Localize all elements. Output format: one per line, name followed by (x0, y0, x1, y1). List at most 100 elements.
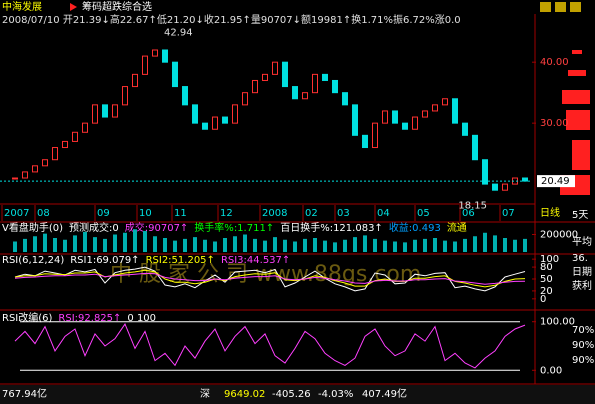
y-tick-label: 50 (540, 274, 553, 285)
volume-bar (483, 232, 487, 252)
volume-bar (243, 234, 247, 252)
candle (492, 183, 498, 191)
x-tick-label: 04 (377, 208, 390, 219)
x-tick-label: 03 (337, 208, 350, 219)
x-tick-label: 10 (139, 208, 152, 219)
candle (482, 159, 488, 185)
legend-entry: RSI3:44.537↑ (221, 255, 290, 266)
legend-entry: 收益:0.493 (389, 221, 441, 234)
candle (122, 86, 128, 106)
volume-bar (103, 238, 107, 252)
icon[interactable] (555, 2, 566, 12)
chip-bar (566, 110, 590, 130)
volume-bar (263, 240, 267, 252)
volume-bar (83, 231, 87, 252)
candle (102, 104, 108, 118)
y-tick-label: 20 (540, 286, 553, 297)
volume-bar (423, 238, 427, 252)
selector: 筹码超跌综合选 (82, 0, 152, 13)
candle (192, 104, 198, 124)
volume-bar (203, 239, 207, 252)
candle (292, 86, 298, 100)
series-line (14, 323, 526, 369)
candle (412, 116, 418, 130)
candle (32, 165, 38, 173)
side-info: 90% (572, 340, 594, 351)
x-tick-label: 11 (174, 208, 187, 219)
price-annotation: 18.15 (458, 200, 487, 211)
candle (502, 183, 508, 191)
volume-bar (303, 238, 307, 252)
volume-bar (23, 238, 27, 252)
x-tick-label: 02 (305, 208, 318, 219)
candle (132, 73, 138, 88)
volume-bar (93, 237, 97, 252)
price-annotation: 42.94 (164, 27, 193, 38)
side-info: 90% (572, 355, 594, 366)
y-tick-label: 200000 (540, 230, 578, 241)
x-tick-label: 06 (462, 208, 475, 219)
series-line (14, 272, 526, 285)
candle (212, 116, 218, 130)
chip-bar (562, 90, 590, 104)
candle (382, 110, 388, 124)
candle (12, 177, 18, 180)
volume-bar (293, 241, 297, 252)
legend-entry: RSI1:69.079↑ (70, 255, 139, 266)
candle (422, 110, 428, 118)
y-tick-label: 0.00 (540, 365, 562, 376)
status-change: -405.26 (272, 389, 311, 400)
icon[interactable] (540, 2, 551, 12)
volume-bar (403, 242, 407, 252)
y-tick-label: 30.00 (540, 118, 569, 129)
volume-bar (163, 238, 167, 252)
candle (472, 134, 478, 161)
volume-bar (413, 239, 417, 252)
volume-bar (333, 242, 337, 252)
volume-bar (53, 238, 57, 252)
legend-entry: 流通 (447, 221, 467, 234)
legend-entry: 换手率%:1.711↑ (194, 221, 274, 234)
y-tick-label: 100.00 (540, 317, 575, 328)
x-tick-label: 08 (37, 208, 50, 219)
candle (242, 92, 248, 106)
x-tick-label: 12 (220, 208, 233, 219)
status-amount: 407.49亿 (362, 387, 407, 400)
volume-bar (473, 236, 477, 252)
candle (342, 92, 348, 106)
side-info: 平均 (572, 236, 592, 248)
x-tick-label: 05 (417, 208, 430, 219)
candle (322, 73, 328, 81)
side-info: 获利 (572, 280, 592, 292)
volume-bar (353, 237, 357, 252)
panel-title: RSI改编(6) (2, 311, 53, 324)
volume-bar (513, 239, 517, 252)
candle (272, 61, 278, 75)
volume-bar (453, 241, 457, 252)
candle (152, 49, 158, 57)
candle (162, 49, 168, 63)
stock-name: 中海发展 (2, 0, 42, 13)
volume-bar (503, 238, 507, 252)
candle (372, 122, 378, 149)
candle (442, 98, 448, 106)
title-bar (0, 0, 595, 14)
candle (352, 104, 358, 136)
legend-entry: V看盘助手(0) (2, 221, 63, 234)
x-tick-label: 2007 (4, 208, 29, 219)
side-info: 日期 (572, 266, 592, 278)
volume-bar (273, 237, 277, 252)
candle (72, 131, 78, 142)
status-left: 767.94亿 (2, 387, 47, 400)
icon[interactable] (570, 2, 581, 12)
volume-bar (73, 235, 77, 252)
series-line (14, 266, 526, 292)
candle (82, 122, 88, 133)
volume-bar (393, 241, 397, 252)
current-box (537, 175, 575, 188)
volume-bar (113, 234, 117, 252)
volume-bar (443, 240, 447, 252)
y-tick-label: 100 (540, 254, 559, 265)
candle (182, 86, 188, 106)
